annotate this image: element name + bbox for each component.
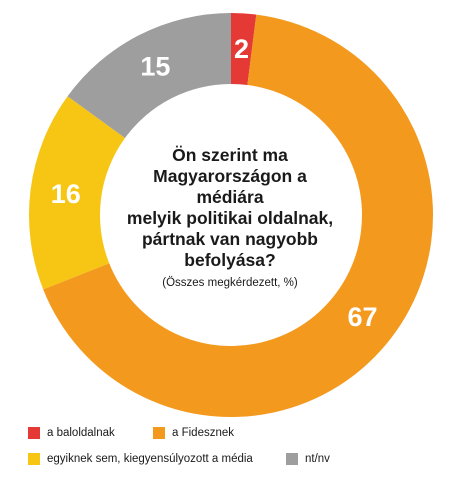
donut-slice <box>231 13 257 86</box>
chart-subtitle: (Összes megkérdezett, %) <box>162 277 298 289</box>
legend-item-ntnv: nt/nv <box>286 453 330 465</box>
legend-item-fidesz: a Fidesznek <box>153 427 234 439</box>
title-line: pártnak van nagyobb <box>141 229 318 249</box>
title-line: Ön szerint ma <box>172 145 288 165</box>
donut-slice <box>43 14 434 417</box>
legend-swatch <box>153 427 165 439</box>
donut-slice <box>28 96 126 290</box>
legend-item-egyik-sem: egyiknek sem, kiegyensúlyozott a média <box>28 453 286 465</box>
legend: a baloldalnak a Fidesznek egyiknek sem, … <box>28 420 438 472</box>
legend-label: a baloldalnak <box>47 427 115 439</box>
slice-value-label: 16 <box>51 179 81 209</box>
slice-value-label: 67 <box>348 302 378 332</box>
legend-swatch <box>28 427 40 439</box>
legend-swatch <box>28 453 40 465</box>
legend-label: a Fidesznek <box>172 427 235 439</box>
legend-swatch <box>286 453 298 465</box>
legend-item-baloldal: a baloldalnak <box>28 427 153 439</box>
legend-row: egyiknek sem, kiegyensúlyozott a média n… <box>28 446 438 472</box>
chart-area: 2 67 16 15 Ön szerint ma Magyarországon a m… <box>28 13 434 417</box>
slice-value-label: 15 <box>140 52 170 82</box>
legend-label: egyiknek sem, kiegyensúlyozott a média <box>47 453 253 465</box>
title-line: melyik politikai oldalnak, <box>126 208 334 228</box>
slice-value-label: 2 <box>234 34 249 64</box>
chart-title: Ön szerint ma Magyarországon a médiára m… <box>120 145 340 271</box>
legend-row: a baloldalnak a Fidesznek <box>28 420 438 446</box>
donut-chart: 2 67 16 15 <box>28 13 434 417</box>
title-line: Magyarországon a médiára <box>153 166 307 207</box>
legend-label: nt/nv <box>305 453 330 465</box>
title-line: befolyása? <box>184 250 276 270</box>
donut-slice <box>67 13 231 139</box>
